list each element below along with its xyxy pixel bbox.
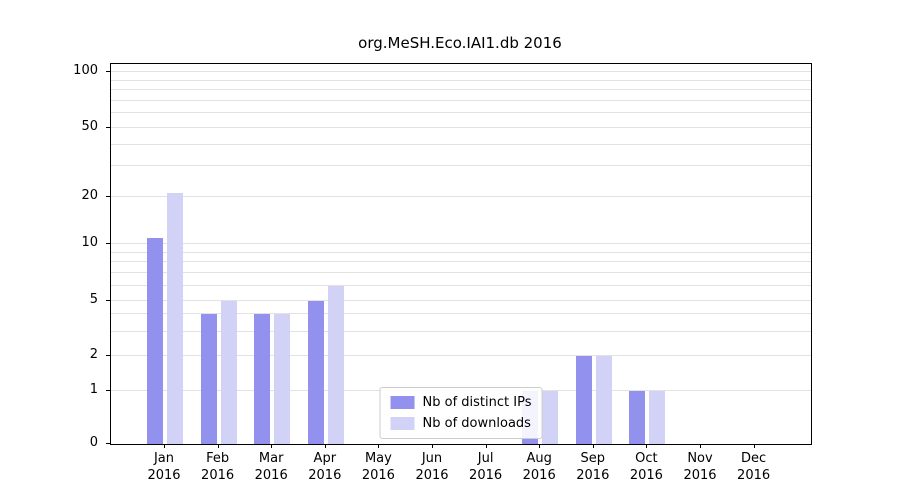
y-tick-label: 2 [89, 347, 98, 362]
x-tick-mark [217, 444, 219, 448]
gridline [111, 261, 811, 263]
x-tick-mark [485, 444, 487, 448]
gridline [111, 165, 811, 167]
gridline [111, 99, 811, 101]
y-tick-mark [106, 443, 110, 444]
bar-distinct-ips [254, 314, 271, 444]
gridline [111, 300, 811, 301]
x-tick-mark [700, 444, 701, 448]
gridline [111, 89, 811, 91]
y-tick-label: 50 [81, 119, 98, 134]
bar-downloads [220, 301, 237, 444]
x-tick-label: Aug 2016 [522, 451, 556, 483]
x-tick-label: Jan 2016 [147, 451, 181, 483]
x-tick-mark [432, 444, 433, 448]
bar-downloads [542, 391, 559, 444]
x-tick-label: Jun 2016 [415, 451, 449, 483]
x-tick-mark [324, 444, 326, 448]
y-tick-mark [106, 300, 110, 301]
gridline [111, 112, 811, 114]
y-tick-mark [106, 71, 110, 72]
y-tick-mark [106, 196, 110, 197]
x-tick-label: Dec 2016 [737, 451, 771, 483]
x-tick-label: Feb 2016 [201, 451, 235, 483]
x-tick-label: Sep 2016 [576, 451, 610, 483]
y-tick-mark [106, 243, 110, 244]
y-tick-mark [106, 355, 110, 356]
y-tick-label: 0 [89, 435, 98, 450]
plot-area: Nb of distinct IPs Nb of downloads [110, 63, 812, 445]
y-tick-label: 5 [89, 292, 98, 307]
y-tick-label: 100 [73, 63, 98, 78]
y-tick-mark [106, 127, 110, 128]
gridline [111, 285, 811, 287]
bar-distinct-ips [629, 391, 646, 444]
bar-downloads [595, 356, 612, 444]
gridline [111, 330, 811, 332]
x-tick-label: Jul 2016 [469, 451, 503, 483]
bar-distinct-ips [575, 356, 592, 444]
gridline [111, 71, 811, 72]
x-tick-mark [592, 444, 594, 448]
gridline [111, 143, 811, 145]
bar-distinct-ips [200, 314, 217, 444]
x-tick-label: Nov 2016 [683, 451, 717, 483]
gridline [111, 196, 811, 197]
y-tick-label: 10 [81, 235, 98, 250]
x-tick-mark [378, 444, 380, 448]
x-tick-label: Oct 2016 [629, 451, 663, 483]
bar-downloads [274, 314, 291, 444]
bar-distinct-ips [147, 237, 163, 444]
legend-swatch-downloads [390, 417, 415, 430]
y-tick-label: 20 [81, 188, 98, 203]
x-tick-label: May 2016 [361, 451, 395, 483]
x-tick-mark [753, 444, 755, 448]
gridline [111, 79, 811, 81]
x-tick-mark [646, 444, 648, 448]
gridline [111, 243, 811, 244]
legend-swatch-distinct-ips [390, 396, 415, 409]
legend: Nb of distinct IPs Nb of downloads [379, 387, 543, 439]
bar-distinct-ips [307, 301, 324, 444]
x-tick-mark [271, 444, 273, 448]
gridline [111, 355, 811, 356]
y-tick-label: 1 [89, 382, 98, 397]
legend-item-distinct-ips: Nb of distinct IPs [390, 395, 532, 410]
x-tick-label: Apr 2016 [308, 451, 342, 483]
y-tick-mark [106, 390, 110, 391]
bar-downloads [327, 286, 344, 444]
bar-downloads [649, 391, 666, 444]
gridline [111, 272, 811, 274]
x-tick-mark [539, 444, 541, 448]
gridline [111, 127, 811, 128]
legend-label-downloads: Nb of downloads [422, 416, 531, 431]
bar-downloads [167, 193, 183, 444]
x-tick-label: Mar 2016 [254, 451, 288, 483]
legend-item-downloads: Nb of downloads [390, 416, 532, 431]
gridline [111, 251, 811, 253]
x-tick-mark [164, 444, 165, 448]
legend-label-distinct-ips: Nb of distinct IPs [422, 395, 532, 410]
gridline [111, 313, 811, 315]
chart-title: org.MeSH.Eco.IAI1.db 2016 [358, 34, 562, 52]
